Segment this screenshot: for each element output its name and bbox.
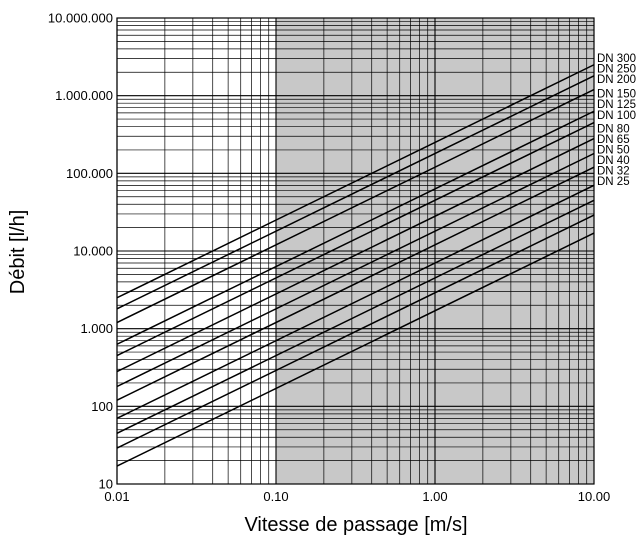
series-line-dn-32 xyxy=(116,214,595,449)
y-tick-label: 10.000 xyxy=(73,244,113,259)
y-tick-label: 10 xyxy=(99,477,113,492)
y-tick-label: 1.000.000 xyxy=(55,88,113,103)
series-label-dn-65: DN 65 xyxy=(597,134,630,146)
y-tick-label: 100 xyxy=(91,399,113,414)
series-line-dn-25 xyxy=(116,232,595,467)
series-line-dn-300 xyxy=(116,64,595,299)
series-label-dn-125: DN 125 xyxy=(597,99,636,111)
series-line-dn-100 xyxy=(116,137,595,373)
series-label-dn-80: DN 80 xyxy=(597,123,630,135)
series-line-dn-65 xyxy=(116,166,595,401)
y-tick-labels: 10 100 1.000 10.000 100.000 1.000.000 10.000.0… xyxy=(48,11,113,492)
plot-frame xyxy=(116,17,595,485)
series-label-dn-50: DN 50 xyxy=(597,144,630,156)
y-tick-label: 10.000.000 xyxy=(48,11,113,26)
series-label-dn-32: DN 32 xyxy=(597,166,630,178)
grid-layer xyxy=(116,18,594,485)
x-tick-label: 0.01 xyxy=(104,489,129,504)
series-line-dn-250 xyxy=(116,75,595,310)
series-label-dn-100: DN 100 xyxy=(597,110,636,122)
x-tick-label: 1.00 xyxy=(422,489,447,504)
y-tick-label: 100.000 xyxy=(66,166,113,181)
series-line-dn-200 xyxy=(116,88,595,324)
y-axis-title: Débit [l/h] xyxy=(7,210,29,294)
series-line-dn-125 xyxy=(116,121,595,357)
y-tick-label: 1.000 xyxy=(80,321,113,336)
series-line-dn-80 xyxy=(116,152,595,388)
series-label-dn-300: DN 300 xyxy=(597,53,636,65)
series-label-dn-150: DN 150 xyxy=(597,89,636,101)
series-line-dn-150 xyxy=(116,110,595,345)
x-axis-title: Vitesse de passage [m/s] xyxy=(244,514,467,536)
series-label-dn-250: DN 250 xyxy=(597,64,636,76)
series-label-dn-200: DN 200 xyxy=(597,74,636,86)
series-label-dn-40: DN 40 xyxy=(597,155,630,167)
x-tick-label: 0.10 xyxy=(263,489,288,504)
x-tick-label: 10.00 xyxy=(578,489,611,504)
series-line-dn-40 xyxy=(116,199,595,434)
series-line-dn-50 xyxy=(116,184,595,420)
x-tick-labels: 0.01 0.10 1.00 10.00 xyxy=(104,489,610,504)
series-label-dn-25: DN 25 xyxy=(597,176,630,188)
series-lines-layer xyxy=(116,64,595,467)
